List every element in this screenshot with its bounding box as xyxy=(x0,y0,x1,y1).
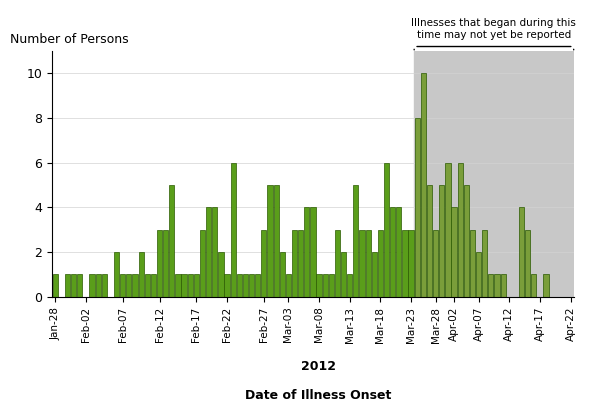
Bar xyxy=(224,275,230,297)
Bar xyxy=(403,230,407,297)
Bar xyxy=(280,252,285,297)
Bar xyxy=(133,275,137,297)
Bar xyxy=(89,275,95,297)
Bar xyxy=(378,230,383,297)
Bar xyxy=(126,275,131,297)
Bar xyxy=(169,185,175,297)
Bar xyxy=(409,230,414,297)
Bar xyxy=(114,252,119,297)
Bar xyxy=(255,275,260,297)
Bar xyxy=(237,275,242,297)
Text: Date of Illness Onset: Date of Illness Onset xyxy=(245,389,391,402)
Bar xyxy=(316,275,322,297)
Bar xyxy=(65,275,70,297)
Bar xyxy=(415,118,420,297)
Bar xyxy=(500,275,506,297)
Bar xyxy=(445,163,451,297)
Bar xyxy=(292,230,297,297)
Bar xyxy=(230,163,236,297)
Bar xyxy=(120,275,125,297)
Bar xyxy=(531,275,536,297)
Bar xyxy=(310,208,316,297)
Bar xyxy=(298,230,303,297)
Bar xyxy=(335,230,340,297)
Bar xyxy=(102,275,107,297)
Bar xyxy=(525,230,530,297)
Bar xyxy=(194,275,199,297)
Bar xyxy=(304,208,310,297)
Bar xyxy=(329,275,334,297)
Bar xyxy=(200,230,205,297)
Bar xyxy=(371,252,377,297)
Bar xyxy=(390,208,395,297)
Bar xyxy=(421,73,426,297)
Bar xyxy=(268,185,272,297)
Text: 2012: 2012 xyxy=(301,360,335,373)
Bar xyxy=(212,208,217,297)
Bar xyxy=(347,275,352,297)
Bar xyxy=(151,275,156,297)
Y-axis label: Number of Persons: Number of Persons xyxy=(10,33,129,46)
Bar xyxy=(139,252,144,297)
Bar xyxy=(482,230,487,297)
Bar xyxy=(163,230,169,297)
Bar xyxy=(414,51,574,297)
Bar xyxy=(458,163,463,297)
Bar xyxy=(323,275,328,297)
Bar xyxy=(206,208,211,297)
Bar xyxy=(157,230,162,297)
Bar xyxy=(359,230,365,297)
Bar xyxy=(519,208,524,297)
Bar xyxy=(427,185,432,297)
Bar xyxy=(249,275,254,297)
Bar xyxy=(439,185,445,297)
Bar xyxy=(341,252,346,297)
Bar xyxy=(433,230,438,297)
Bar xyxy=(384,163,389,297)
Bar xyxy=(77,275,82,297)
Bar xyxy=(396,208,401,297)
Bar xyxy=(53,275,58,297)
Bar xyxy=(353,185,358,297)
Bar xyxy=(188,275,193,297)
Bar xyxy=(488,275,493,297)
Bar xyxy=(274,185,279,297)
Bar xyxy=(175,275,181,297)
Bar xyxy=(145,275,150,297)
Bar xyxy=(261,230,266,297)
Bar xyxy=(181,275,187,297)
Bar xyxy=(365,230,371,297)
Bar xyxy=(451,208,457,297)
Bar xyxy=(243,275,248,297)
Bar xyxy=(470,230,475,297)
Bar xyxy=(544,275,548,297)
Bar xyxy=(286,275,291,297)
Bar xyxy=(464,185,469,297)
Bar xyxy=(218,252,224,297)
Bar xyxy=(71,275,76,297)
Bar xyxy=(476,252,481,297)
Text: Illnesses that began during this
time may not yet be reported: Illnesses that began during this time ma… xyxy=(412,18,577,40)
Bar xyxy=(95,275,101,297)
Bar xyxy=(494,275,500,297)
